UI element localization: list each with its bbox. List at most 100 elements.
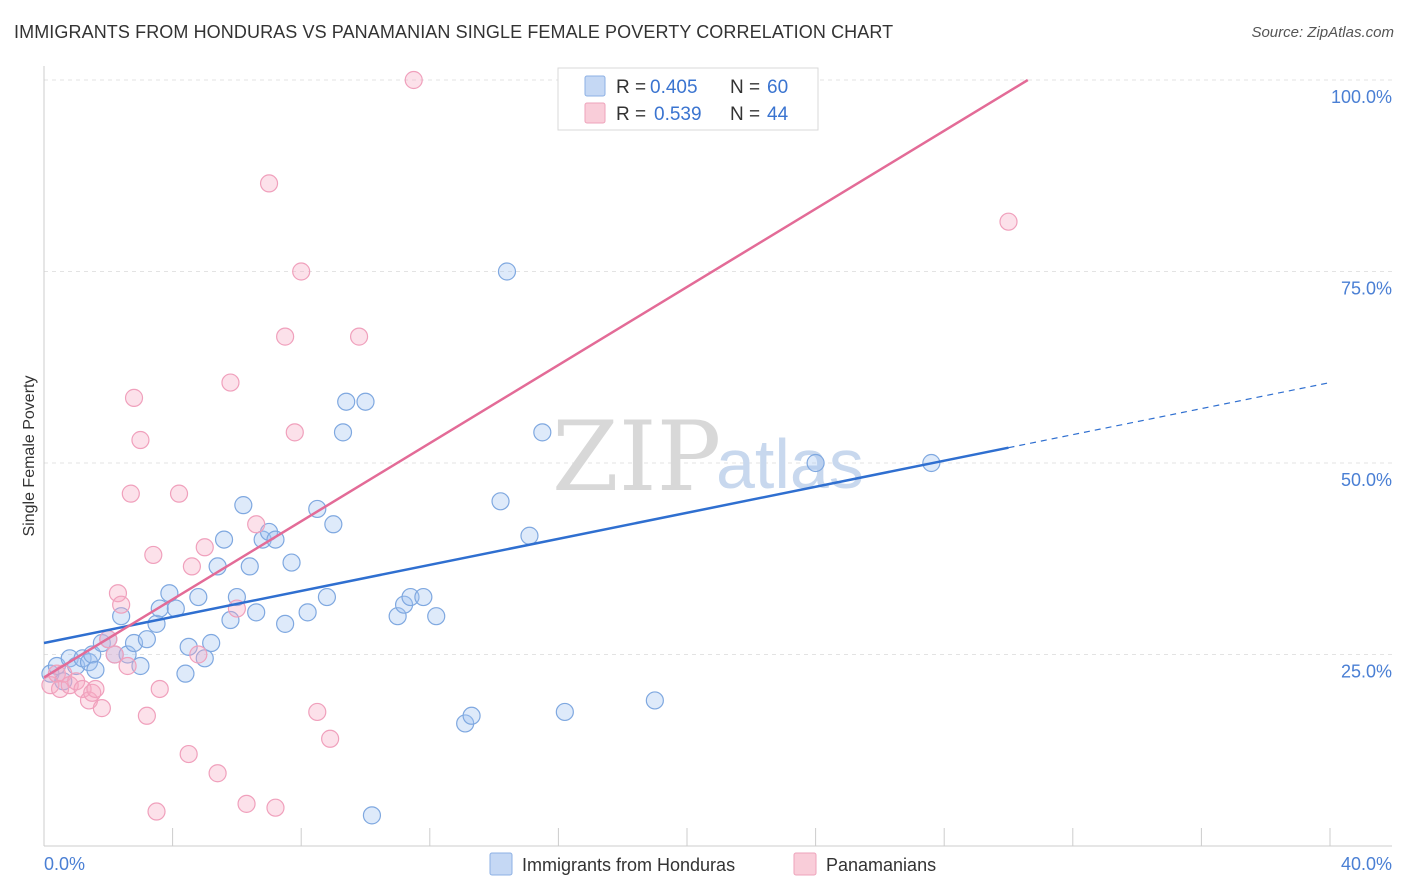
data-point: [427, 607, 446, 626]
data-point: [179, 637, 198, 656]
data-point: [179, 744, 198, 764]
legend-r-value-2: 0.539: [654, 104, 702, 125]
legend-n-label-2: N =: [730, 104, 760, 125]
legend-swatch-panamanians: [584, 102, 606, 124]
x-tick-max: 40.0%: [1341, 854, 1392, 874]
bottom-legend-swatch-panamanians: [793, 852, 817, 876]
data-point: [317, 587, 337, 607]
data-point: [237, 794, 256, 813]
bottom-legend-label-honduras: Immigrants from Honduras: [522, 855, 735, 875]
data-point: [92, 699, 111, 718]
data-point: [118, 656, 137, 676]
data-point: [240, 557, 259, 576]
data-point: [108, 584, 128, 603]
y-tick-label-50: 50.0%: [1341, 470, 1392, 490]
x-tick-labels: 0.0% 40.0%: [44, 854, 1392, 874]
watermark: ZIP atlas: [552, 401, 864, 513]
data-point: [555, 702, 574, 722]
series-legend: Immigrants from Honduras Panamanians: [489, 852, 936, 876]
data-point: [105, 645, 124, 664]
y-tick-label-100: 100.0%: [1331, 87, 1392, 107]
data-point: [202, 633, 221, 653]
legend-n-label-1: N =: [730, 77, 760, 98]
data-point: [221, 373, 240, 392]
legend-swatch-honduras: [584, 75, 606, 97]
legend-n-value-2: 44: [767, 104, 789, 125]
data-point: [247, 515, 266, 534]
data-point: [388, 607, 407, 626]
data-point: [645, 691, 664, 710]
bottom-legend-swatch-honduras: [489, 852, 513, 876]
data-point: [214, 530, 234, 549]
data-point: [533, 423, 552, 442]
data-point: [86, 679, 105, 699]
data-point: [169, 484, 189, 503]
bottom-legend-label-panamanians: Panamanians: [826, 855, 936, 875]
data-point: [182, 557, 201, 576]
trend-lines: [43, 78, 1331, 679]
data-point: [292, 262, 311, 281]
watermark-zip: ZIP: [552, 401, 721, 513]
data-point: [276, 327, 295, 346]
watermark-atlas: atlas: [716, 425, 864, 503]
trend-line-honduras: [43, 446, 1009, 645]
data-point: [282, 553, 301, 572]
data-point: [404, 70, 423, 90]
data-point: [234, 496, 253, 515]
data-point: [324, 515, 343, 534]
data-point: [497, 262, 517, 281]
data-point: [462, 706, 481, 725]
legend-n-value-1: 60: [767, 77, 788, 98]
data-point: [147, 802, 166, 821]
data-point: [73, 679, 92, 699]
grid-lines: [44, 79, 1392, 655]
data-point: [362, 806, 382, 825]
data-point: [50, 679, 70, 699]
y-tick-label-75: 75.0%: [1341, 279, 1392, 299]
trend-line-honduras-extension: [1008, 381, 1331, 449]
y-axis-label: Single Female Poverty: [21, 376, 38, 537]
data-point: [806, 453, 825, 473]
data-point: [356, 392, 375, 411]
data-point: [414, 587, 433, 607]
data-point: [401, 587, 420, 607]
data-points: [41, 70, 1018, 825]
data-point: [333, 423, 353, 442]
data-point: [41, 676, 60, 695]
correlation-legend: R = 0.405 N = 60 R = 0.539 N = 44: [557, 67, 819, 131]
data-point: [112, 595, 131, 614]
data-point: [247, 603, 266, 622]
source-label: Source: ZipAtlas.com: [1251, 24, 1394, 41]
y-tick-labels: 25.0% 50.0% 75.0% 100.0%: [1331, 87, 1392, 682]
data-point: [285, 423, 304, 442]
data-point: [308, 702, 327, 722]
data-point: [221, 610, 240, 630]
data-point: [124, 388, 144, 407]
data-point: [266, 798, 285, 817]
data-point: [208, 764, 227, 783]
data-point: [144, 545, 163, 565]
data-point: [189, 645, 208, 664]
data-point: [86, 660, 105, 679]
data-point: [999, 212, 1018, 231]
data-point: [337, 392, 356, 411]
data-point: [259, 174, 279, 193]
data-point: [131, 430, 150, 450]
legend-r-label-1: R =: [616, 77, 646, 98]
chart-title: IMMIGRANTS FROM HONDURAS VS PANAMANIAN S…: [14, 22, 894, 42]
y-tick-label-25: 25.0%: [1341, 662, 1392, 682]
data-point: [131, 656, 150, 676]
data-point: [137, 630, 156, 649]
data-point: [298, 603, 317, 622]
data-point: [137, 706, 156, 725]
data-point: [150, 679, 169, 699]
data-point: [321, 729, 340, 748]
data-point: [195, 538, 214, 557]
data-point: [349, 327, 369, 346]
x-tick-min: 0.0%: [44, 854, 85, 874]
data-point: [491, 492, 510, 511]
data-point: [276, 614, 295, 633]
axes: [43, 66, 1392, 847]
legend-r-value-1: 0.405: [650, 77, 698, 98]
legend-r-label-2: R =: [616, 104, 646, 125]
